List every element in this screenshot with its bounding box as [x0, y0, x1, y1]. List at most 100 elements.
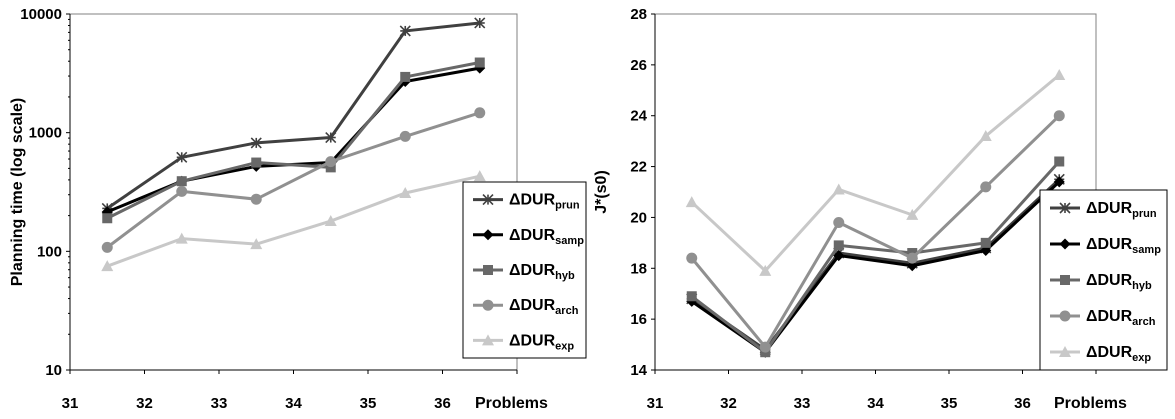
data-point [250, 137, 262, 149]
data-point [176, 151, 188, 163]
data-point [325, 131, 337, 144]
y-tick-label: 24 [630, 108, 647, 125]
y-tick-label: 14 [630, 362, 647, 379]
data-point [832, 183, 845, 195]
legend-label-sub: prun [555, 200, 580, 212]
legend-marker [1059, 202, 1071, 214]
x-tick-label: 35 [941, 395, 958, 412]
data-point [1053, 69, 1066, 81]
legend-label: ΔDURarch [509, 297, 579, 317]
legend-marker [482, 299, 494, 311]
legend-label-main: ΔDUR [509, 297, 556, 314]
y-tick-label: 20 [630, 209, 647, 226]
legend-label-sub: hyb [1132, 280, 1152, 292]
legend-label-sub: samp [555, 235, 584, 247]
legend-label-main: ΔDUR [509, 262, 556, 279]
legend-label-sub: prun [1132, 208, 1157, 220]
data-point [251, 157, 262, 168]
legend-label: ΔDURhyb [509, 262, 575, 282]
data-point [102, 213, 113, 224]
data-point [980, 181, 992, 193]
data-point [176, 176, 187, 187]
legend-label-sub: arch [555, 305, 579, 317]
x-tick-label: 33 [211, 395, 228, 412]
data-point [1053, 110, 1065, 122]
data-point [1053, 176, 1065, 188]
x-tick-label: 34 [285, 395, 302, 412]
y-tick-label: 10000 [20, 6, 62, 23]
chart-2: 14 16 18 20 22 24 26 28 31 32 33 34 35 36 Problems J*(s… [593, 6, 1168, 412]
series-arch [686, 110, 1065, 353]
data-point [686, 252, 698, 264]
legend-marker [483, 265, 493, 275]
legend-item-samp: ΔDURsamp [1050, 236, 1161, 256]
data-point [759, 341, 771, 353]
chart-1: 10 100 1000 10000 31 32 33 34 35 36 Problems Planni… [9, 6, 587, 412]
data-point [400, 71, 411, 82]
data-point [1054, 156, 1065, 167]
data-point [175, 232, 188, 244]
data-point [474, 57, 485, 68]
legend-label-sub: hyb [555, 270, 575, 282]
legend-marker [482, 229, 494, 241]
legend-label: ΔDURexp [509, 332, 574, 352]
series-line [690, 160, 1061, 354]
legend-label: ΔDURarch [1086, 308, 1156, 328]
data-point [250, 193, 262, 205]
series-exp [685, 69, 1066, 276]
legend-marker [1059, 238, 1071, 250]
legend-label: ΔDURsamp [1086, 236, 1161, 256]
legend-item-arch: ΔDURarch [1050, 308, 1156, 328]
legend-label-main: ΔDUR [1086, 236, 1133, 253]
legend-item-prun: ΔDURprun [473, 192, 580, 212]
series-line [690, 114, 1061, 349]
data-point [833, 240, 844, 251]
y-tick-label: 100 [37, 243, 62, 260]
legend-label-sub: exp [1132, 352, 1151, 364]
data-point [906, 260, 918, 272]
data-point [325, 156, 337, 168]
data-point [980, 237, 991, 248]
legend-label-main: ΔDUR [1086, 272, 1133, 289]
series-hyb [102, 57, 485, 224]
legend-label-main: ΔDUR [1086, 308, 1133, 325]
x-tick-label: 36 [1014, 395, 1031, 412]
data-point [250, 238, 263, 250]
data-point [176, 185, 188, 197]
legend-label-main: ΔDUR [509, 332, 556, 349]
x-tick-label: 33 [794, 395, 811, 412]
y-tick-label: 16 [630, 311, 647, 328]
legend-label-main: ΔDUR [509, 192, 556, 209]
legend-item-prun: ΔDURprun [1050, 200, 1157, 220]
legend-marker [1059, 346, 1071, 357]
data-point [474, 107, 486, 119]
legend-label-main: ΔDUR [1086, 200, 1133, 217]
y-axis-label: Planning time (log scale) [9, 98, 26, 286]
data-point [906, 252, 918, 264]
series-line [106, 21, 480, 210]
legend-label-sub: samp [1132, 244, 1161, 256]
data-point [101, 241, 113, 253]
legend-marker [1060, 275, 1070, 285]
legend-item-hyb: ΔDURhyb [473, 262, 575, 282]
x-tick-label: 36 [434, 395, 451, 412]
legend-label: ΔDURexp [1086, 344, 1151, 364]
y-tick-label: 22 [630, 159, 647, 176]
x-axis-label: Problems [475, 395, 548, 412]
x-tick-label: 32 [720, 395, 737, 412]
x-tick-label: 35 [360, 395, 377, 412]
data-point [324, 215, 337, 227]
legend-label-sub: arch [1132, 316, 1156, 328]
data-point [399, 130, 411, 142]
legend-item-exp: ΔDURexp [473, 332, 574, 352]
legend-marker [482, 194, 494, 206]
data-point [473, 170, 486, 182]
legend-label-main: ΔDUR [509, 227, 556, 244]
x-tick-label: 31 [62, 395, 79, 412]
data-point [833, 217, 845, 229]
data-point [759, 264, 772, 276]
series-line [106, 61, 481, 220]
series-line [690, 73, 1061, 273]
legend-item-exp: ΔDURexp [1050, 344, 1151, 364]
